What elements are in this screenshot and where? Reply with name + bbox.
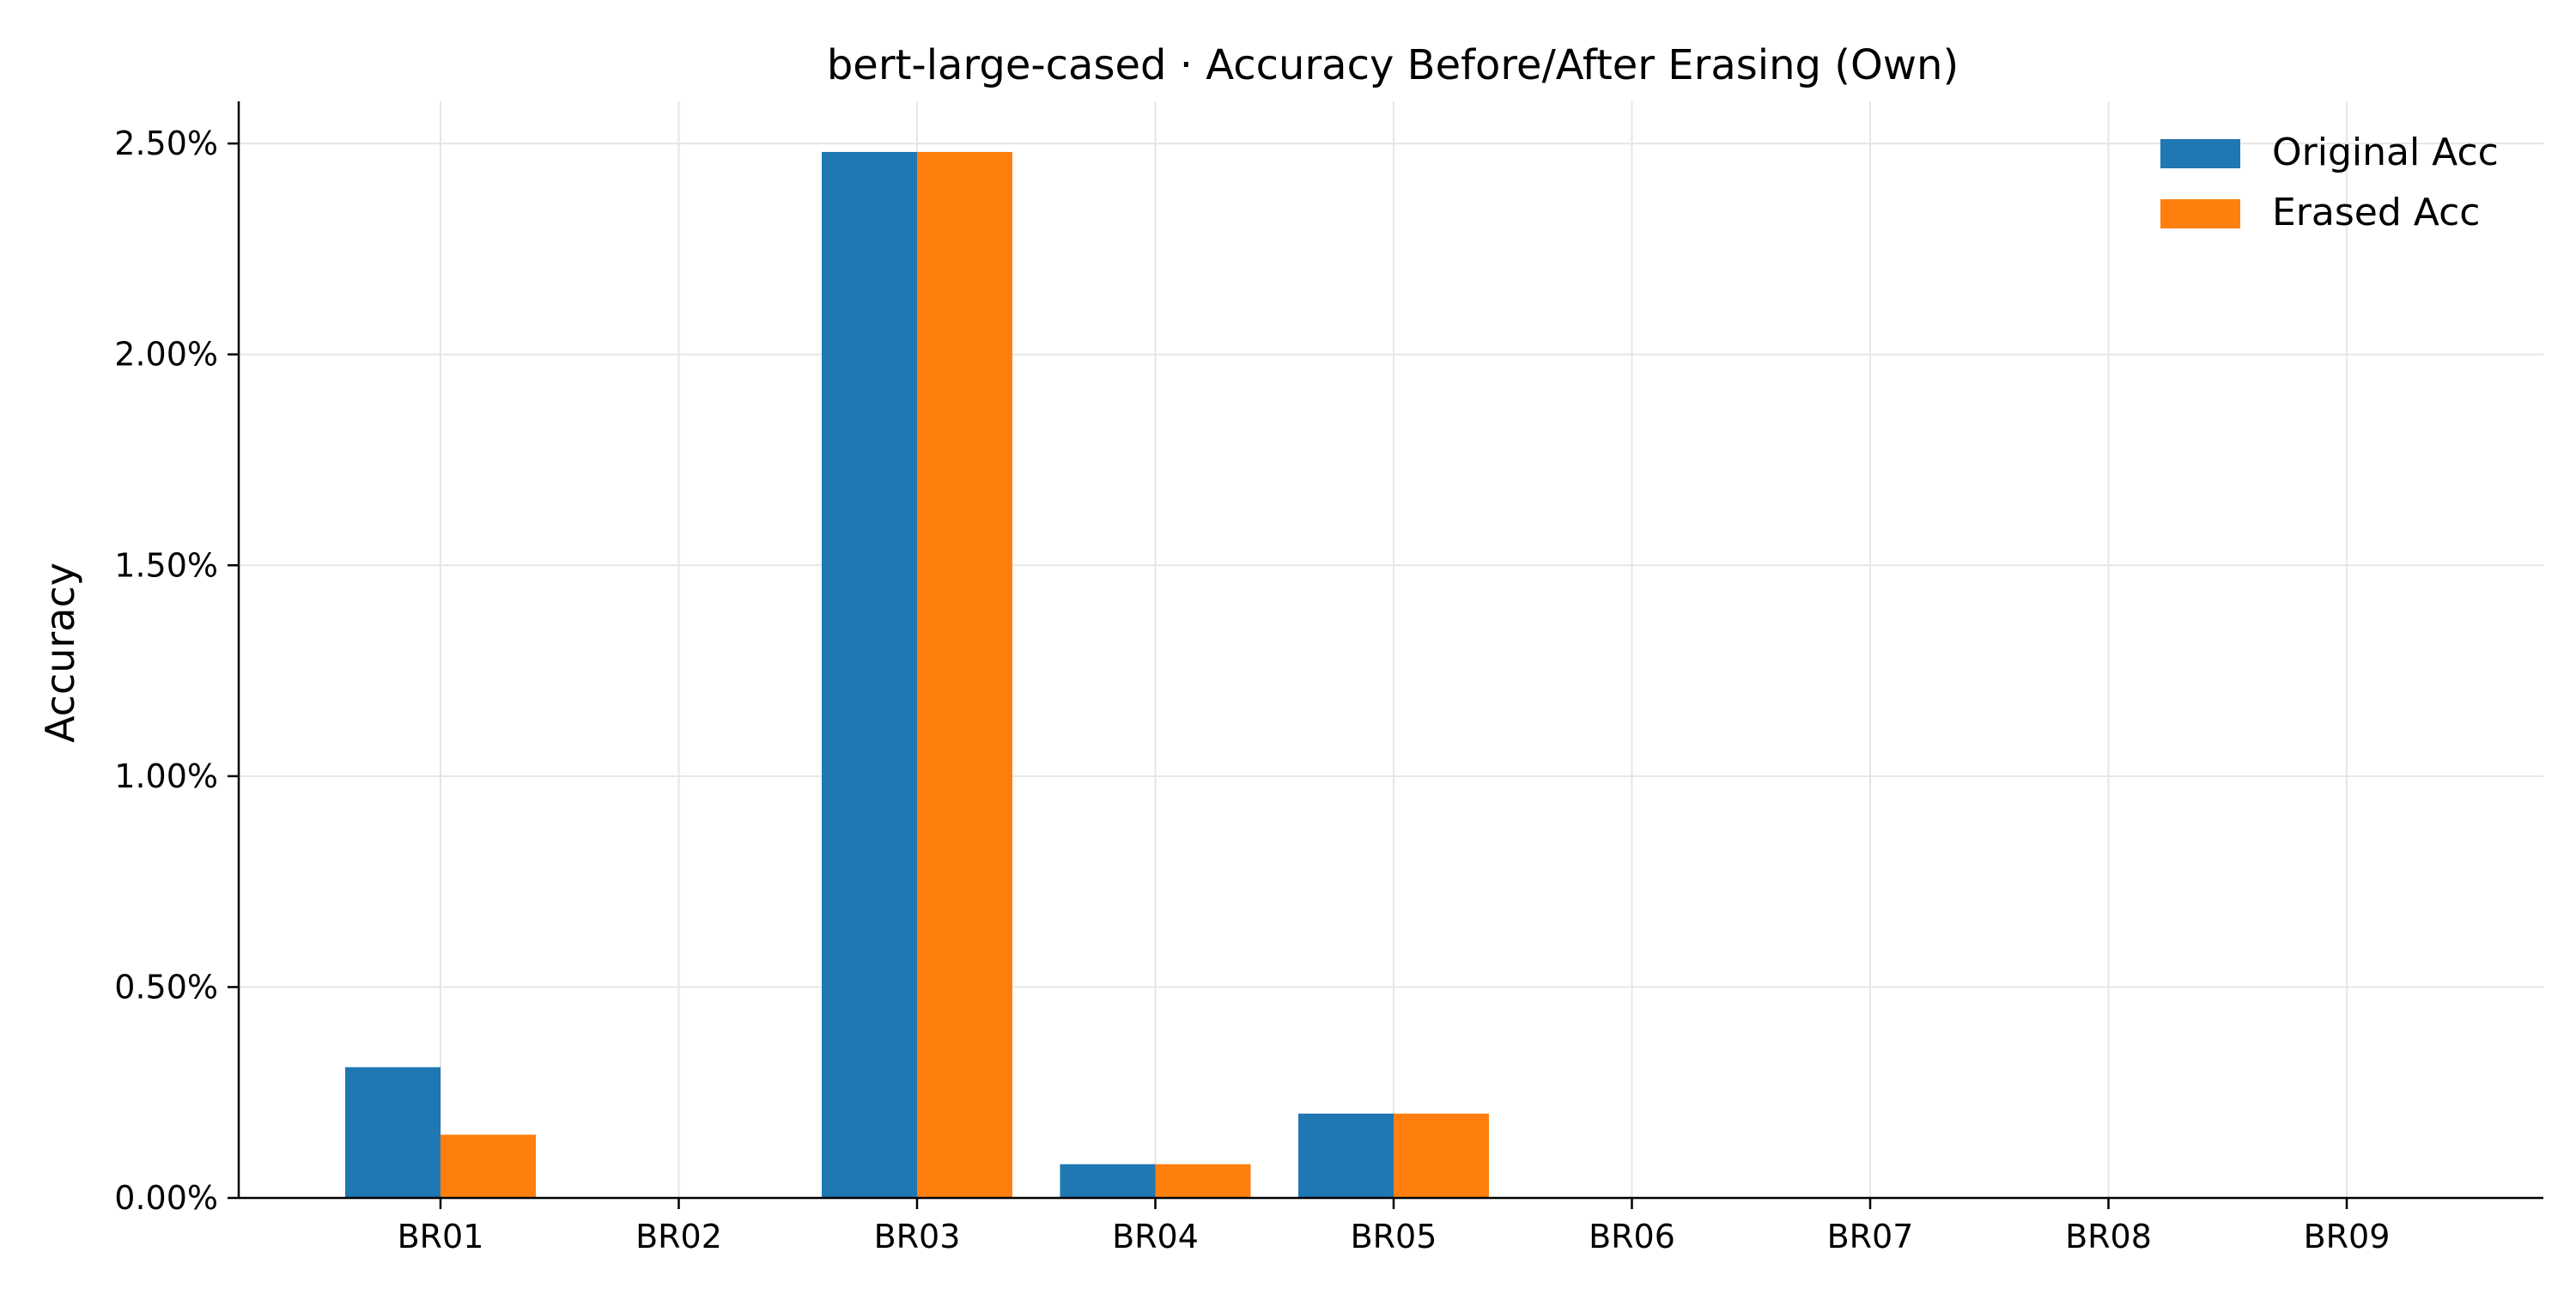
x-tick-label: BR04 xyxy=(1112,1218,1199,1255)
bar-original-br01 xyxy=(345,1067,440,1198)
x-tick-label: BR06 xyxy=(1589,1218,1675,1255)
legend: Original Acc Erased Acc xyxy=(2160,131,2499,234)
bar-erased-br05 xyxy=(1394,1113,1489,1198)
legend-label: Erased Acc xyxy=(2272,191,2480,234)
bar-erased-br01 xyxy=(440,1134,536,1198)
x-tick-label: BR09 xyxy=(2304,1218,2391,1255)
chart-title: bert-large-cased · Accuracy Before/After… xyxy=(827,41,1959,89)
axes xyxy=(237,101,2543,1200)
x-tick-label: BR01 xyxy=(398,1218,484,1255)
bars xyxy=(345,151,1489,1198)
tick-labels: 0.00% 0.50% 1.00% 1.50% 2.00% 2.50% BR01 BR02 BR… xyxy=(114,125,2390,1255)
x-tick-label: BR02 xyxy=(635,1218,722,1255)
bar-original-br05 xyxy=(1298,1113,1394,1198)
y-tick-label: 0.50% xyxy=(114,968,218,1006)
bar-original-br04 xyxy=(1060,1164,1156,1198)
y-tick-label: 0.00% xyxy=(114,1179,218,1217)
x-tick-label: BR05 xyxy=(1351,1218,1437,1255)
legend-label: Original Acc xyxy=(2272,131,2499,174)
y-axis-label: Accuracy xyxy=(37,562,83,743)
y-tick-label: 2.00% xyxy=(114,336,218,374)
bar-original-br03 xyxy=(822,151,917,1198)
bar-erased-br04 xyxy=(1155,1164,1251,1198)
x-tick-label: BR08 xyxy=(2065,1218,2152,1255)
legend-swatch xyxy=(2160,139,2240,168)
y-tick-label: 1.00% xyxy=(114,757,218,795)
y-tick-label: 2.50% xyxy=(114,125,218,162)
x-tick-label: BR07 xyxy=(1827,1218,1914,1255)
gridlines xyxy=(239,101,2543,1199)
x-tick-label: BR03 xyxy=(874,1218,961,1255)
y-tick-label: 1.50% xyxy=(114,546,218,584)
legend-swatch xyxy=(2160,199,2240,228)
bar-erased-br03 xyxy=(917,151,1012,1198)
